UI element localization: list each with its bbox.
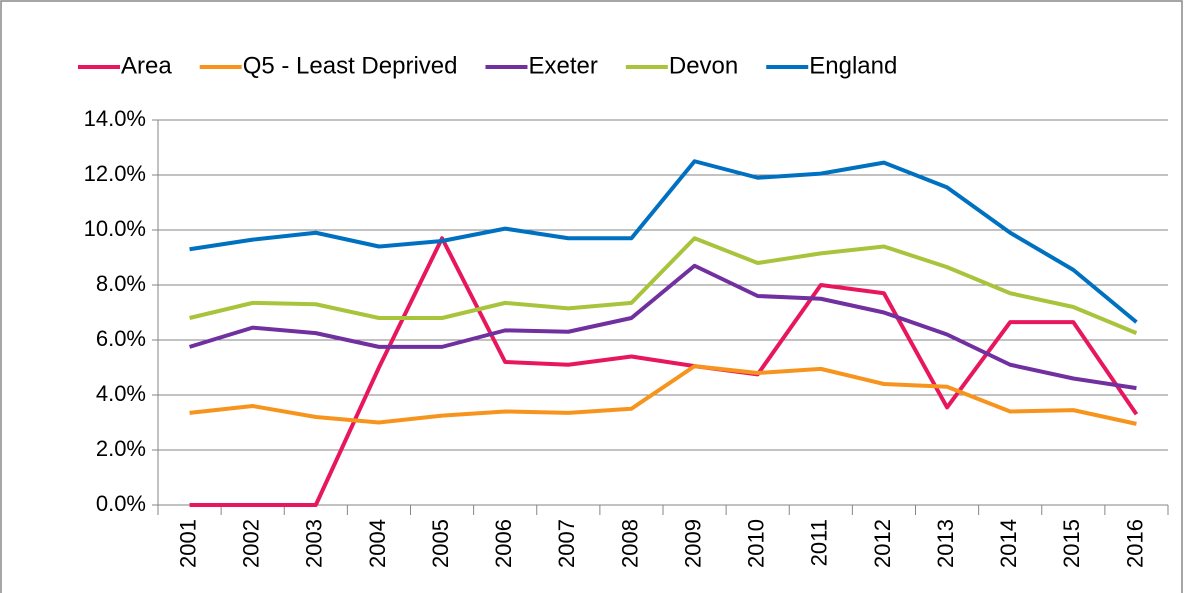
y-tick-label: 10.0%: [84, 216, 146, 241]
x-tick-label: 2016: [1122, 519, 1147, 568]
legend-label: Exeter: [528, 52, 597, 79]
x-tick-label: 2003: [302, 519, 327, 568]
series-line: [189, 236, 1138, 335]
y-tick-label: 12.0%: [84, 161, 146, 186]
x-tick-label: 2014: [996, 519, 1021, 568]
legend-label: Devon: [669, 52, 738, 79]
x-tick-label: 2012: [870, 519, 895, 568]
y-tick-label: 0.0%: [96, 491, 146, 516]
series-line: [189, 236, 1139, 507]
y-tick-label: 8.0%: [96, 271, 146, 296]
y-tick-label: 6.0%: [96, 326, 146, 351]
y-tick-label: 14.0%: [84, 106, 146, 131]
series-line: [188, 263, 1137, 391]
series-line: [189, 159, 1138, 324]
x-tick-label: 2002: [239, 519, 264, 568]
x-tick-label: 2010: [744, 519, 769, 568]
y-tick-label: 2.0%: [96, 436, 146, 461]
x-tick-label: 2011: [807, 519, 832, 566]
x-tick-label: 2004: [365, 519, 390, 568]
x-tick-label: 2013: [933, 519, 958, 568]
x-tick-label: 2006: [491, 519, 516, 568]
legend-label: Q5 - Least Deprived: [243, 52, 458, 79]
x-tick-label: 2007: [554, 519, 579, 568]
x-tick-label: 2001: [175, 519, 200, 568]
legend-label: England: [809, 52, 897, 79]
x-tick-label: 2009: [680, 519, 705, 568]
series-line: [189, 364, 1137, 426]
x-tick-label: 2015: [1059, 519, 1084, 568]
legend-label: Area: [121, 52, 172, 79]
x-tick-label: 2008: [617, 519, 642, 568]
x-tick-label: 2005: [428, 519, 453, 568]
y-tick-label: 4.0%: [96, 381, 146, 406]
